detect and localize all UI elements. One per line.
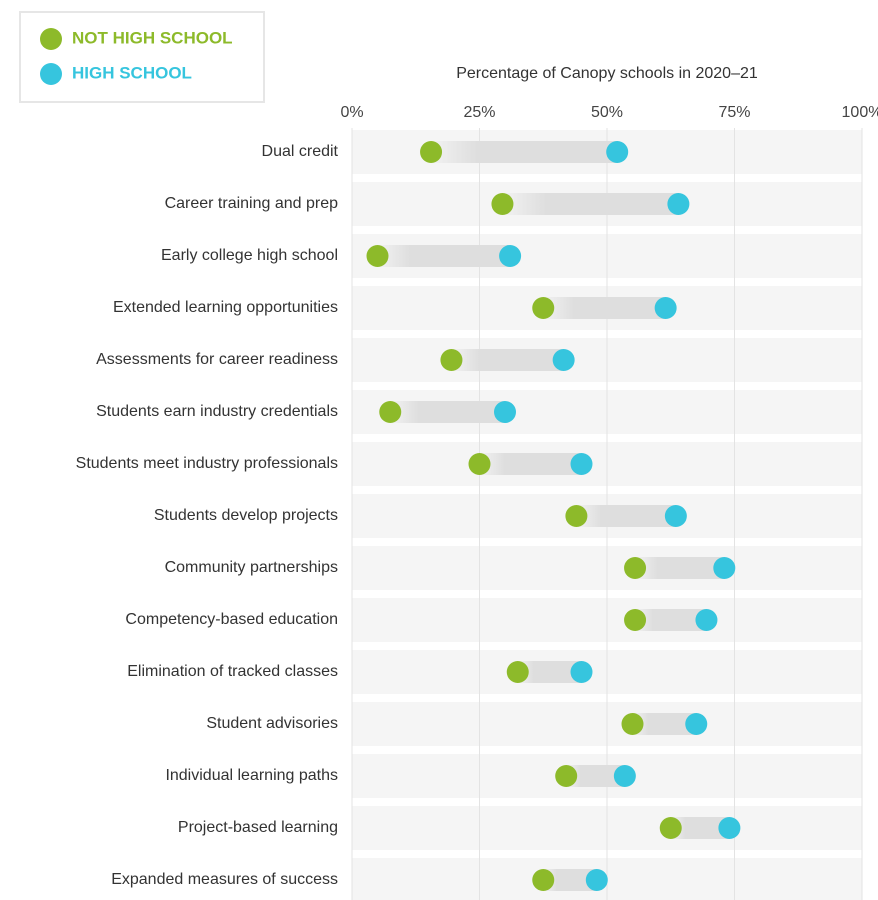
dot (499, 245, 522, 267)
x-tick-label: 100% (842, 104, 878, 121)
dot (667, 193, 690, 215)
dot (624, 609, 647, 631)
y-tick-label: Community partnerships (165, 559, 338, 576)
connector (479, 453, 582, 475)
y-tick-label: Individual learning paths (165, 767, 338, 784)
dot (664, 505, 687, 527)
legend-swatch (40, 28, 62, 50)
connector (517, 661, 582, 683)
y-tick-label: Student advisories (206, 715, 338, 732)
connector (670, 817, 730, 839)
dot (565, 505, 588, 527)
dot (440, 349, 463, 371)
connector (377, 245, 511, 267)
y-tick-label: Students meet industry professionals (76, 455, 338, 472)
dot (621, 713, 644, 735)
connector (576, 505, 676, 527)
x-tick-label: 25% (463, 104, 495, 121)
dot (685, 713, 708, 735)
dot (570, 453, 593, 475)
y-tick-label: Competency-based education (125, 611, 338, 628)
x-tick-label: 0% (340, 104, 363, 121)
dot (506, 661, 529, 683)
dot (532, 869, 555, 891)
connector (543, 869, 597, 891)
dot (654, 297, 677, 319)
dot (491, 193, 514, 215)
connector (632, 713, 697, 735)
connector (451, 349, 564, 371)
y-tick-label: Assessments for career readiness (96, 351, 338, 368)
dot (659, 817, 682, 839)
y-tick-label: Elimination of tracked classes (127, 663, 338, 680)
dot (552, 349, 575, 371)
dot (624, 557, 647, 579)
y-tick-label: Project-based learning (178, 819, 338, 836)
y-tick-label: Students develop projects (154, 507, 338, 524)
x-tick-label: 50% (591, 104, 623, 121)
dot (613, 765, 636, 787)
y-tick-label: Dual credit (262, 143, 339, 160)
connector (543, 297, 666, 319)
legend-box (19, 11, 265, 103)
dot (555, 765, 578, 787)
dot (494, 401, 516, 423)
dot (606, 141, 629, 163)
dot (468, 453, 491, 475)
dot (585, 869, 608, 891)
legend-label: NOT HIGH SCHOOL (72, 28, 233, 47)
y-tick-label: Career training and prep (165, 195, 339, 212)
connector (502, 193, 679, 215)
y-tick-label: Early college high school (161, 247, 338, 264)
y-tick-label: Students earn industry credentials (96, 403, 338, 420)
dot (695, 609, 718, 631)
y-tick-label: Expanded measures of success (111, 871, 338, 888)
dot (718, 817, 741, 839)
dot (379, 401, 402, 423)
connector (635, 557, 725, 579)
dot (366, 245, 389, 267)
dot (420, 141, 443, 163)
legend-swatch (40, 63, 62, 85)
connector (390, 401, 505, 423)
dot (570, 661, 593, 683)
x-axis-title: Percentage of Canopy schools in 2020–21 (456, 65, 758, 82)
connector (431, 141, 618, 163)
connector (635, 609, 707, 631)
dot (713, 557, 736, 579)
dot (532, 297, 555, 319)
x-tick-label: 75% (718, 104, 750, 121)
connector (566, 765, 625, 787)
y-tick-label: Extended learning opportunities (113, 299, 338, 316)
legend-label: HIGH SCHOOL (72, 63, 192, 82)
